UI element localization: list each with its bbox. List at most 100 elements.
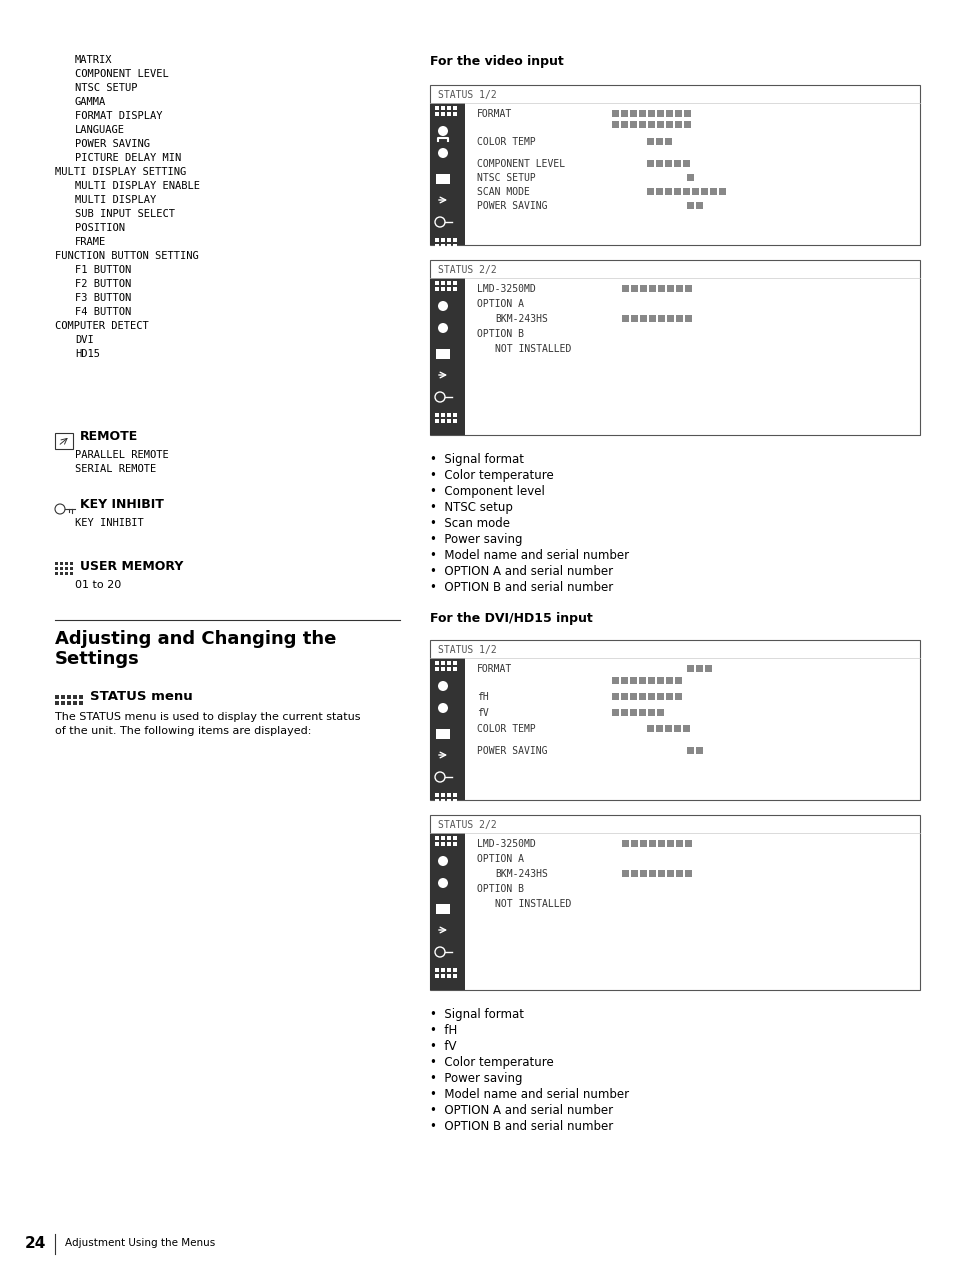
Text: SCAN MODE: SCAN MODE — [476, 187, 529, 197]
Bar — [435, 282, 438, 285]
Bar — [664, 725, 671, 733]
Text: 24: 24 — [24, 1236, 46, 1251]
Text: NOT INSTALLED: NOT INSTALLED — [495, 344, 571, 354]
Bar — [435, 419, 438, 423]
Bar — [55, 562, 58, 564]
Text: For the DVI/HD15 input: For the DVI/HD15 input — [430, 612, 592, 626]
Bar — [435, 106, 438, 110]
Bar — [629, 110, 637, 117]
Text: •  OPTION A and serial number: • OPTION A and serial number — [430, 1105, 613, 1117]
Bar — [704, 665, 711, 671]
Bar — [440, 282, 444, 285]
Text: FORMAT: FORMAT — [476, 664, 512, 674]
Circle shape — [437, 703, 448, 713]
Bar — [612, 710, 618, 716]
Bar — [440, 106, 444, 110]
Bar — [435, 842, 438, 846]
Bar — [656, 189, 662, 195]
Bar — [453, 282, 456, 285]
Bar — [447, 413, 451, 417]
Bar — [656, 138, 662, 145]
Bar — [447, 245, 451, 248]
Bar — [60, 562, 63, 564]
Text: COLOR TEMP: COLOR TEMP — [476, 138, 536, 147]
Bar — [447, 238, 451, 242]
Text: For the video input: For the video input — [430, 55, 563, 68]
Text: fV: fV — [476, 708, 488, 719]
Bar — [719, 189, 725, 195]
Bar — [620, 121, 627, 127]
Bar — [440, 842, 444, 846]
Text: OPTION A: OPTION A — [476, 854, 523, 864]
Text: •  fH: • fH — [430, 1024, 456, 1037]
Bar — [447, 112, 451, 116]
Bar — [630, 285, 638, 292]
Bar — [453, 975, 456, 978]
Bar — [73, 696, 77, 699]
Text: OPTION B: OPTION B — [476, 884, 523, 894]
Bar — [696, 203, 702, 209]
Text: fH: fH — [476, 692, 488, 702]
Text: 01 to 20: 01 to 20 — [75, 580, 121, 590]
Bar — [684, 840, 691, 847]
Bar — [675, 110, 681, 117]
Bar — [621, 840, 628, 847]
Bar — [666, 315, 673, 322]
Bar — [435, 661, 438, 665]
Text: GAMMA: GAMMA — [75, 97, 106, 107]
Bar — [665, 693, 672, 699]
Bar — [647, 693, 655, 699]
Bar — [673, 189, 680, 195]
Bar — [676, 285, 682, 292]
Bar — [629, 676, 637, 684]
Bar — [61, 696, 65, 699]
Bar — [440, 661, 444, 665]
Bar — [435, 245, 438, 248]
Bar — [436, 905, 450, 913]
Bar — [453, 112, 456, 116]
Bar — [440, 792, 444, 798]
Bar — [647, 110, 655, 117]
Bar — [435, 792, 438, 798]
Bar — [65, 562, 68, 564]
Bar — [67, 701, 71, 705]
Bar — [648, 315, 656, 322]
Text: •  OPTION B and serial number: • OPTION B and serial number — [430, 581, 613, 594]
Text: REMOTE: REMOTE — [80, 431, 138, 443]
Text: •  OPTION A and serial number: • OPTION A and serial number — [430, 564, 613, 578]
Bar — [620, 710, 627, 716]
Text: COMPONENT LEVEL: COMPONENT LEVEL — [476, 159, 564, 169]
Text: NTSC SETUP: NTSC SETUP — [75, 83, 137, 93]
Bar — [453, 245, 456, 248]
Text: HD15: HD15 — [75, 349, 100, 359]
Bar — [453, 968, 456, 972]
Bar — [657, 110, 663, 117]
Circle shape — [437, 682, 448, 691]
Bar — [629, 710, 637, 716]
Text: The STATUS menu is used to display the current status: The STATUS menu is used to display the c… — [55, 712, 360, 722]
Bar — [646, 138, 654, 145]
Bar — [453, 661, 456, 665]
Bar — [430, 85, 919, 245]
Bar — [79, 701, 83, 705]
Text: F2 BUTTON: F2 BUTTON — [75, 279, 132, 289]
Bar — [612, 121, 618, 127]
Text: •  Signal format: • Signal format — [430, 1008, 523, 1020]
Bar — [620, 676, 627, 684]
Text: PICTURE DELAY MIN: PICTURE DELAY MIN — [75, 153, 181, 163]
Text: COLOR TEMP: COLOR TEMP — [476, 724, 536, 734]
Bar — [676, 315, 682, 322]
Bar — [430, 815, 919, 990]
Bar — [436, 729, 450, 739]
Bar — [440, 975, 444, 978]
Bar — [447, 419, 451, 423]
Text: STATUS menu: STATUS menu — [90, 691, 193, 703]
Bar — [646, 189, 654, 195]
Text: LANGUAGE: LANGUAGE — [75, 125, 125, 135]
Bar — [665, 110, 672, 117]
Text: OPTION A: OPTION A — [476, 299, 523, 310]
Text: STATUS 2/2: STATUS 2/2 — [437, 820, 497, 829]
Bar — [629, 121, 637, 127]
Bar — [639, 870, 646, 877]
Bar — [658, 840, 664, 847]
